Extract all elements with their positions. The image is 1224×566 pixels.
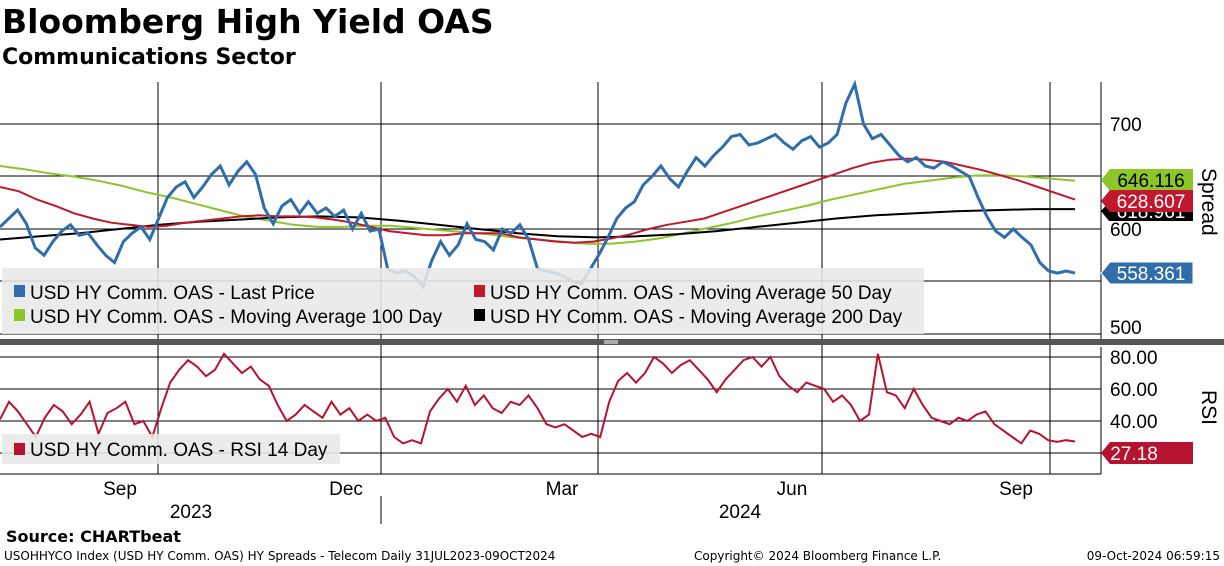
ma50-line <box>0 157 1076 244</box>
x-tick-label: Jun <box>777 479 808 500</box>
tag-last-value: 558.361 <box>1117 264 1186 285</box>
y-tick-label: 500 <box>1110 318 1142 339</box>
rsi-tick-label: 80.00 <box>1110 348 1158 369</box>
y-axis-title-spread: Spread <box>1197 168 1220 236</box>
tag-ma50: 628.607 <box>1101 190 1193 213</box>
legend-swatch-ma200 <box>474 309 485 321</box>
legend-label-ma100: USD HY Comm. OAS - Moving Average 100 Da… <box>30 307 443 328</box>
tag-ma100-value: 646.116 <box>1117 171 1184 192</box>
bottom-legend: USD HY Comm. OAS - RSI 14 Day <box>2 434 340 464</box>
legend-swatch-last <box>14 285 25 297</box>
x-tick-label: Sep <box>999 479 1033 500</box>
legend-label-ma50: USD HY Comm. OAS - Moving Average 50 Day <box>490 283 892 304</box>
footer-ticker: USOHHYCO Index (USD HY Comm. OAS) HY Spr… <box>4 549 556 563</box>
chart-title: Bloomberg High Yield OAS <box>2 2 494 41</box>
tag-last: 558.361 <box>1100 261 1194 285</box>
x-tick-label: Dec <box>329 479 363 500</box>
year-label: 2024 <box>719 502 762 523</box>
legend-label-last: USD HY Comm. OAS - Last Price <box>30 283 315 304</box>
tag-rsi: 27.18 <box>1101 442 1193 465</box>
footer-copyright: Copyright© 2024 Bloomberg Finance L.P. <box>694 549 942 563</box>
tag-ma100: 646.116 <box>1101 169 1193 192</box>
footer-timestamp: 09-Oct-2024 06:59:15 <box>1086 549 1220 563</box>
rsi-tick-label: 40.00 <box>1110 412 1158 433</box>
source-note: Source: CHARTbeat <box>6 527 181 546</box>
x-tick-label: Mar <box>546 479 579 500</box>
legend-label-rsi: USD HY Comm. OAS - RSI 14 Day <box>30 440 328 461</box>
tag-rsi-value: 27.18 <box>1110 444 1158 465</box>
y-tick-label: 700 <box>1110 115 1142 136</box>
chart-subtitle: Communications Sector <box>2 45 296 70</box>
year-label: 2023 <box>170 502 212 523</box>
tag-ma50-value: 628.607 <box>1117 192 1186 213</box>
y-tick-label: 600 <box>1110 220 1142 241</box>
x-tick-label: Sep <box>103 479 137 500</box>
y-axis-title-rsi: RSI <box>1197 390 1220 425</box>
rsi-line <box>0 352 1076 445</box>
legend-swatch-rsi <box>14 443 25 455</box>
panel-divider-grip <box>604 340 618 344</box>
rsi-tick-label: 60.00 <box>1110 380 1158 401</box>
legend-label-ma200: USD HY Comm. OAS - Moving Average 200 Da… <box>490 307 903 328</box>
legend-swatch-ma50 <box>474 285 485 297</box>
top-legend: USD HY Comm. OAS - Last Price USD HY Com… <box>2 268 924 334</box>
legend-swatch-ma100 <box>14 309 25 321</box>
